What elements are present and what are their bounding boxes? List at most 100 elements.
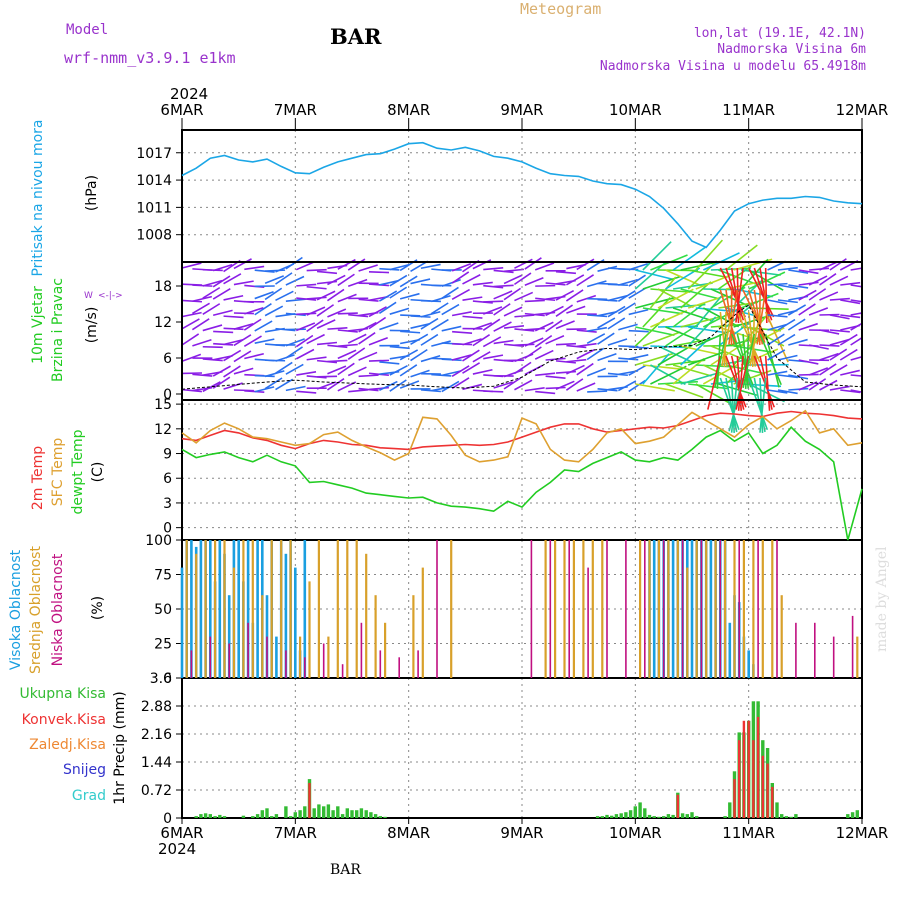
rain-total-bar [596,816,599,818]
cloud-low-bar [833,637,835,678]
rain-total-bar [294,812,297,818]
rain-total-bar [289,816,292,818]
cloud-low-bar [531,540,533,678]
cloud-low-bar [228,644,230,679]
cloud-low-bar [720,540,722,678]
rain-total-bar [242,816,245,818]
rain-total-bar [690,812,693,818]
rain-total-bar [218,815,221,818]
cloud-low-bar [550,540,552,678]
product-title: Meteogram [520,0,601,18]
x-tick-label-bottom: 6MAR [160,824,203,842]
rain-total-bar [270,816,273,818]
x-tick-label-bottom: 10MAR [609,824,662,842]
rain-conv-bar [738,740,740,818]
rain-total-bar [346,808,349,818]
y-tick-label: 6 [163,471,172,487]
rain-total-bar [369,812,372,818]
year-bottom: 2024 [158,840,196,858]
y-tick-label: 25 [154,637,172,653]
rain-conv-bar [766,764,768,818]
cloud-mid-bar [186,540,188,678]
rain-total-bar [610,816,613,818]
rain-total-bar [223,816,226,818]
cloud-high-bar [710,540,713,678]
rain-total-bar [846,814,849,818]
cloud-mid-bar [545,540,547,678]
wind-barb [224,328,244,329]
rain-conv-bar [752,740,754,818]
x-tick-label-top: 7MAR [274,101,317,119]
y-tick-label: 9 [163,447,172,463]
x-tick-label-bottom: 11MAR [722,824,775,842]
cloud-mid-bar [384,623,386,678]
temp-unit: (C) [90,462,106,483]
cloud-mid-bar [205,540,207,678]
wind-barb [369,272,389,273]
rain-total-bar [605,815,608,818]
cloud-high-bar [237,540,240,678]
wind-unit: (m/s) [84,307,100,344]
y-tick-label: 100 [145,533,172,549]
rain-total-bar [350,810,353,818]
cloud-mid-bar [554,540,556,678]
rain-total-bar [634,806,637,818]
wind-barb [307,270,327,271]
cloud-mid-bar [327,637,329,678]
cloud-low-bar [285,650,287,678]
cloud-mid-bar [280,540,282,678]
cloud-mid-bar [271,540,273,678]
cloud-low-bar [398,657,400,678]
wind-barb [442,359,462,360]
cloud-low-bar [606,540,608,678]
cloud-mid-bar [677,540,679,678]
cloud-mid-bar [752,540,754,678]
cloud-low-bar [323,644,325,679]
cloud-low-bar [814,623,816,678]
wind-barb [587,391,607,392]
y-tick-label: 1.44 [141,755,172,771]
rain-total-bar [615,814,618,818]
rain-total-bar [629,810,632,818]
wind-side-label-2: Brzina i Pravac [50,278,66,382]
rain-total-bar [213,816,216,818]
rain-total-bar [336,806,339,818]
cloud-mid-bar [771,540,773,678]
rain-total-bar [313,808,316,818]
y-tick-label: 1014 [136,173,172,189]
compass-w: W [84,291,93,301]
cloud-mid-bar [563,540,565,678]
rain-total-bar [624,812,627,818]
rain-total-bar [653,816,656,818]
y-tick-label: 0.72 [141,783,172,799]
rain-total-bar [601,816,604,818]
station-title: BAR [330,24,382,49]
rain-conv-bar [762,756,764,818]
cloud-mid-bar [290,540,292,678]
cloud-low-bar [852,616,854,678]
wind-barb [820,345,840,346]
cloud-mid-bar [318,540,320,678]
precip-unit: 1hr Precip (mm) [112,691,128,804]
cloud-low-bar [380,650,382,678]
temp2m-side-label: 2m Temp [30,446,46,510]
x-tick-label-top: 12MAR [836,101,889,119]
wind-barb [203,270,223,271]
rain-total-bar [662,816,665,818]
cloud-mid-bar [573,540,575,678]
cloud-mid-bar [686,568,688,678]
cloud-mid-bar [214,540,216,678]
wind-barb [452,344,472,345]
wind-barb [587,299,607,300]
wind-barb [546,387,566,388]
y-tick-label: 1008 [136,228,172,244]
cloud-high-bar [294,568,297,678]
rain-total-bar [728,802,731,818]
wind-side-label-1: 10m Vjetar [30,286,46,364]
rain-total-bar [643,808,646,818]
x-tick-label-top: 9MAR [500,101,543,119]
wind-barb [629,331,649,332]
rain-total-bar [695,816,698,818]
cloud-mid-bar [346,540,348,678]
rain-total-bar [667,814,670,818]
